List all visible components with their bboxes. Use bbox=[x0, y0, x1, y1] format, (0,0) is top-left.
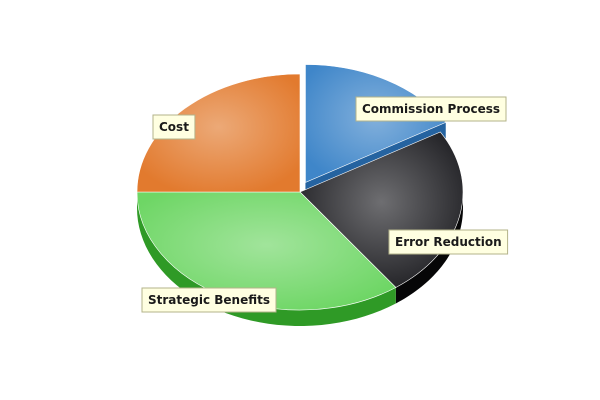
slice-label-text: Strategic Benefits bbox=[148, 293, 270, 307]
pie-labels: Commission Process Error Reduction Strateg… bbox=[141, 96, 509, 313]
slice-label-text: Error Reduction bbox=[395, 235, 502, 249]
slice-label: Strategic Benefits bbox=[141, 287, 277, 313]
slice-label-text: Cost bbox=[159, 120, 189, 134]
slice-label: Commission Process bbox=[355, 96, 507, 122]
pie-slice[interactable] bbox=[136, 73, 301, 193]
slice-label-text: Commission Process bbox=[362, 102, 500, 116]
slice-label: Cost bbox=[152, 114, 196, 140]
slice-label: Error Reduction bbox=[388, 229, 509, 255]
